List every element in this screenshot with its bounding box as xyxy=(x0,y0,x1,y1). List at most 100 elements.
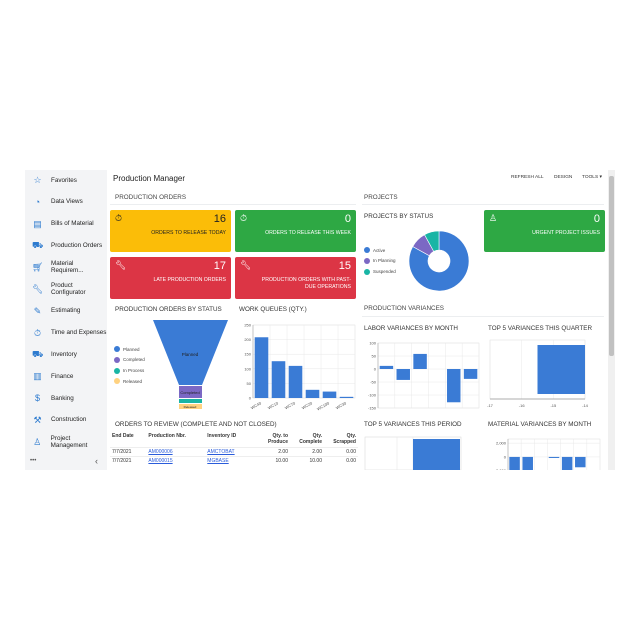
y-tick-label: 100 xyxy=(369,341,376,346)
tile-orders-release-today[interactable]: ⏱ 16 ORDERS TO RELEASE TODAY xyxy=(110,210,231,252)
sidebar-item-estimating[interactable]: ✎ Estimating xyxy=(25,301,107,321)
projects-donut-chart xyxy=(408,230,470,292)
x-tick-label: -16 xyxy=(519,403,526,408)
legend-item[interactable]: In Planning xyxy=(364,257,396,264)
tile-value: 17 xyxy=(213,260,226,272)
tile-past-due-operations[interactable]: 🔧︎ 15 PRODUCTION ORDERS WITH PAST-DUE OP… xyxy=(235,257,356,299)
y-tick-label: 0 xyxy=(249,396,252,401)
sidebar-item-label: Material Requirem... xyxy=(51,260,84,275)
sidebar-item-finance[interactable]: ▥ Finance xyxy=(25,366,107,386)
bar[interactable] xyxy=(396,369,410,380)
bar[interactable] xyxy=(522,456,533,470)
bar[interactable] xyxy=(379,365,394,369)
sidebar-item-label: Time and Expenses xyxy=(51,329,107,337)
dollar-icon: $ xyxy=(34,393,40,403)
sidebar-item-data-views[interactable]: ◔ Data Views xyxy=(25,192,107,212)
bar[interactable] xyxy=(575,456,586,468)
col-qty-complete[interactable]: Qty. Complete xyxy=(299,433,322,445)
funnel-segment-released xyxy=(179,404,202,409)
variance-bar[interactable] xyxy=(537,345,586,394)
work-queues-title: WORK QUEUES (QTY.) xyxy=(239,306,307,313)
table-row[interactable]: 7/7/2021 AM000006 AMCTOBAT 2.00 2.00 0.0… xyxy=(110,446,358,456)
sidebar-item-label: Production Orders xyxy=(51,241,103,249)
bar-wc70[interactable] xyxy=(288,365,303,398)
sidebar-item-label: Favorites xyxy=(51,176,77,184)
x-tick-label: WC70 xyxy=(284,400,297,410)
bar-wc20[interactable] xyxy=(305,389,320,398)
bar[interactable] xyxy=(447,369,461,403)
sidebar-item-bills-of-material[interactable]: ▤ Bills of Material xyxy=(25,214,107,234)
cell-qty-scrapped: 0.00 xyxy=(324,446,358,456)
sidebar-item-label: Estimating xyxy=(51,307,81,315)
sidebar-item-material-requirem[interactable]: 🛒︎ Material Requirem... xyxy=(25,257,107,277)
tile-urgent-project-issues[interactable]: ♙ 0 URGENT PROJECT ISSUES xyxy=(484,210,605,252)
donut-slice-suspended[interactable] xyxy=(424,230,440,252)
col-inventory-id[interactable]: Inventory ID xyxy=(207,433,237,439)
sidebar-item-label: Construction xyxy=(51,416,87,424)
sidebar-item-production-orders[interactable]: ⛟ Production Orders xyxy=(25,235,107,255)
sidebar-item-favorites[interactable]: ☆ Favorites xyxy=(25,170,107,190)
design-button[interactable]: DESIGN xyxy=(554,175,573,180)
legend-label: Suspended xyxy=(373,269,396,275)
top5-period-chart xyxy=(364,436,462,470)
stopwatch-icon: ⏱ xyxy=(115,213,123,223)
legend-item[interactable]: Released xyxy=(114,378,143,385)
production-nbr-link[interactable]: AM000006 xyxy=(148,448,173,455)
cell-qty-to-produce: 2.00 xyxy=(252,446,290,456)
legend-item[interactable]: Suspended xyxy=(364,268,396,275)
sidebar-item-construction[interactable]: ⚒ Construction xyxy=(25,410,107,430)
bar[interactable] xyxy=(561,456,573,470)
legend-label: Released xyxy=(123,378,143,384)
inventory-id-link[interactable]: MGBASE xyxy=(207,457,229,464)
y-tick-label: 250 xyxy=(244,323,251,328)
bar-wc30[interactable] xyxy=(339,396,354,398)
sidebar-item-time-and-expenses[interactable]: ⏱ Time and Expenses xyxy=(25,323,107,343)
bar-wc40[interactable] xyxy=(254,337,269,398)
bar-wc100[interactable] xyxy=(322,391,337,398)
production-nbr-link[interactable]: AM000015 xyxy=(148,457,173,464)
truck-icon: ⛟ xyxy=(32,240,44,251)
legend-item[interactable]: In Process xyxy=(114,367,144,374)
collapse-sidebar-button[interactable]: ‹ xyxy=(95,456,98,466)
bar[interactable] xyxy=(413,353,427,369)
tile-label: PRODUCTION ORDERS WITH PAST-DUE OPERATIO… xyxy=(261,277,351,290)
page-title: Production Manager xyxy=(113,174,186,183)
tile-label: LATE PRODUCTION ORDERS xyxy=(153,277,226,283)
col-qty-to-produce[interactable]: Qty. to Produce xyxy=(267,433,288,445)
legend-item[interactable]: Planned xyxy=(114,346,140,352)
scrollbar-thumb[interactable] xyxy=(609,176,614,356)
tile-label: ORDERS TO RELEASE TODAY xyxy=(151,230,226,236)
sidebar-item-inventory[interactable]: ⛟ Inventory xyxy=(25,344,107,364)
more-button[interactable]: ••• xyxy=(30,458,37,464)
bar[interactable] xyxy=(509,456,520,470)
col-production-nbr[interactable]: Production Nbr. xyxy=(148,433,186,439)
legend-swatch xyxy=(364,257,370,264)
col-qty-scrapped[interactable]: Qty. Scrapped xyxy=(333,433,356,445)
divider xyxy=(362,204,604,205)
divider xyxy=(362,316,604,317)
cell-qty-complete: 10.00 xyxy=(290,455,324,465)
sidebar-item-banking[interactable]: $ Banking xyxy=(25,388,107,408)
donut-slice-active[interactable] xyxy=(408,230,470,292)
sidebar-item-product-configurator[interactable]: 🔧︎ Product Configurator xyxy=(25,279,107,299)
col-end-date[interactable]: End Date xyxy=(112,433,134,439)
sidebar-item-label: Bills of Material xyxy=(51,220,94,228)
tools-menu[interactable]: TOOLS ▾ xyxy=(582,175,602,180)
orders-by-status-funnel: Planned Completed Released xyxy=(153,320,228,409)
table-header-row: End Date Production Nbr. Inventory ID Qt… xyxy=(110,433,358,447)
legend-item[interactable]: Completed xyxy=(114,356,145,363)
sidebar-item-project-management[interactable]: ♙ Project Management xyxy=(25,432,107,452)
tile-late-production-orders[interactable]: 🔧︎ 17 LATE PRODUCTION ORDERS xyxy=(110,257,231,299)
table-row[interactable]: 7/7/2021 AM000015 MGBASE 10.00 10.00 0.0… xyxy=(110,455,358,465)
bar[interactable] xyxy=(548,456,560,458)
tile-orders-release-week[interactable]: ⏱ 0 ORDERS TO RELEASE THIS WEEK xyxy=(235,210,356,252)
tile-label: URGENT PROJECT ISSUES xyxy=(532,230,600,236)
stopwatch-icon: ⏱ xyxy=(240,213,248,223)
refresh-all-button[interactable]: REFRESH ALL xyxy=(511,175,544,180)
inventory-id-link[interactable]: AMCTOBAT xyxy=(207,448,235,455)
legend-item[interactable]: Active xyxy=(364,247,385,253)
bar[interactable] xyxy=(463,369,478,379)
material-variances-chart: -2,000 0 2,000 xyxy=(495,438,601,470)
bar-wc10[interactable] xyxy=(271,361,286,398)
x-tick-label: -17 xyxy=(487,403,494,408)
